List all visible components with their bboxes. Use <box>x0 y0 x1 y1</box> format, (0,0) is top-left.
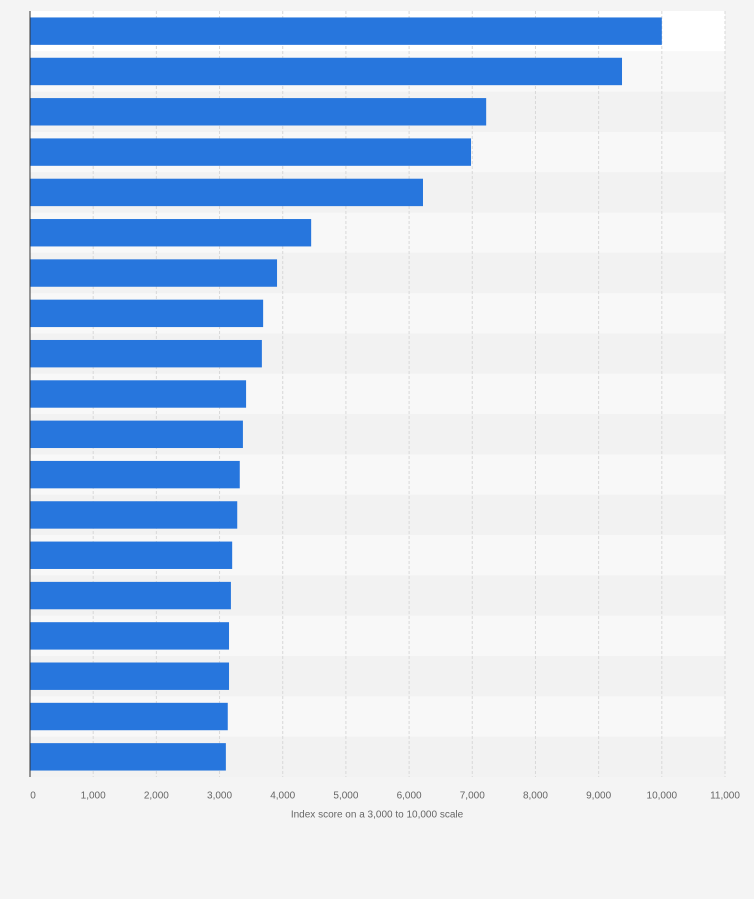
bar <box>30 662 230 690</box>
bar <box>30 219 312 247</box>
bar <box>30 138 472 166</box>
x-tick-label: 4,000 <box>270 791 295 802</box>
bar <box>30 339 262 368</box>
x-tick-label: 2,000 <box>144 791 169 802</box>
x-tick-label: 8,000 <box>523 791 548 802</box>
bar <box>30 299 264 328</box>
x-tick-label: 7,000 <box>460 791 485 802</box>
bar <box>30 743 226 771</box>
x-tick-label: 9,000 <box>586 791 611 802</box>
x-tick-label: 0 <box>30 791 36 802</box>
x-tick-label: 1,000 <box>81 791 106 802</box>
bar <box>30 460 240 489</box>
bar <box>30 581 231 610</box>
bar <box>30 622 230 650</box>
x-tick-label: 6,000 <box>397 791 422 802</box>
bar <box>30 98 487 126</box>
x-tick-label: 10,000 <box>647 791 678 802</box>
bar <box>30 501 238 529</box>
x-tick-label: 5,000 <box>333 791 358 802</box>
bar <box>30 178 423 207</box>
bar <box>30 420 243 449</box>
bar <box>30 380 247 408</box>
bar <box>30 57 623 86</box>
x-tick-label: 3,000 <box>207 791 232 802</box>
bar <box>30 259 278 287</box>
bar <box>30 17 662 45</box>
x-tick-label: 11,000 <box>710 791 740 802</box>
bar <box>30 702 228 731</box>
x-axis-label: Index score on a 3,000 to 10,000 scale <box>291 810 464 821</box>
bar <box>30 541 233 569</box>
